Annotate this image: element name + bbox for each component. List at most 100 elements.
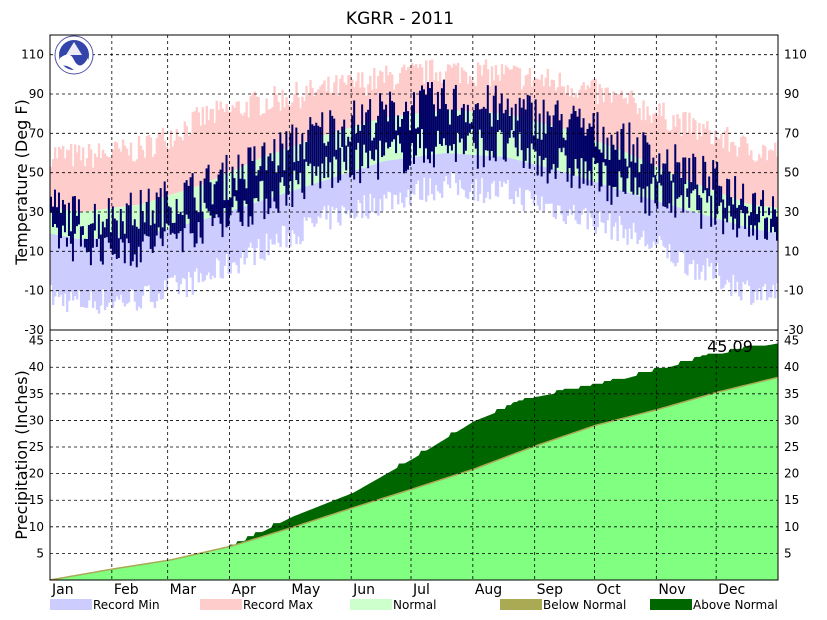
month-label: Nov	[658, 582, 685, 598]
observed-temp-bar	[430, 82, 433, 152]
precip-tick-label-right: 35	[784, 387, 799, 401]
normal-bar	[690, 181, 693, 211]
record-min-bar	[750, 228, 753, 305]
normal-bar	[500, 113, 504, 157]
observed-temp-bar	[494, 85, 497, 162]
record-max-bar	[762, 144, 765, 206]
record-min-bar	[161, 230, 165, 300]
record-max-bar	[696, 139, 699, 185]
record-min-bar	[746, 227, 749, 281]
record-min-bar	[257, 201, 260, 239]
observed-temp-bar	[474, 104, 477, 149]
observed-temp-bar	[664, 163, 667, 208]
temperature-ticks: 110 110 90 90 70 70 50 50 30 30 10 10 -10 -10 -30 -30	[21, 48, 807, 337]
observed-temp-bar	[442, 79, 445, 139]
record-max-bar	[548, 86, 552, 125]
record-min-bar	[722, 220, 725, 288]
record-min-bar	[466, 154, 470, 199]
observed-temp-bar	[325, 145, 328, 157]
record-min-bar	[69, 237, 73, 292]
normal-bar	[746, 203, 749, 228]
record-max-bar	[432, 80, 436, 112]
record-min-bar	[315, 183, 318, 224]
record-min-bar	[269, 197, 272, 240]
record-min-bar	[165, 229, 169, 291]
observed-temp-bar	[740, 198, 743, 211]
record-max-bar	[656, 115, 659, 167]
observed-temp-bar	[77, 199, 80, 225]
observed-temp-bar	[261, 146, 264, 181]
record-max-bar	[179, 137, 183, 192]
record-max-bar	[752, 160, 755, 205]
record-min-bar	[279, 194, 282, 248]
record-min-bar	[442, 153, 446, 182]
record-min-bar	[131, 236, 135, 291]
normal-bar	[235, 169, 238, 209]
record-max-bar	[75, 152, 79, 212]
record-max-bar	[165, 146, 169, 197]
observed-temp-bar	[177, 214, 180, 234]
normal-bar	[347, 128, 350, 173]
observed-temp-bar	[329, 110, 332, 163]
observed-temp-bar	[303, 159, 306, 200]
record-min-bar	[71, 237, 75, 301]
record-max-bar	[588, 87, 591, 139]
observed-temp-bar	[414, 128, 417, 156]
record-min-bar	[109, 237, 113, 300]
record-max-bar	[321, 84, 324, 136]
observed-temp-bar	[395, 130, 398, 154]
record-max-bar	[251, 93, 254, 162]
record-max-bar	[99, 158, 103, 210]
observed-temp-bar	[223, 200, 226, 209]
normal-bar	[229, 171, 232, 211]
observed-temp-bar	[770, 218, 773, 233]
record-max-bar	[337, 95, 340, 132]
record-min-bar	[335, 176, 338, 209]
observed-temp-bar	[524, 109, 527, 161]
temp-tick-label-right: -30	[784, 323, 804, 337]
record-min-bar	[450, 153, 454, 173]
observed-temp-bar	[323, 143, 326, 179]
record-max-bar	[664, 119, 667, 171]
record-min-bar	[313, 183, 316, 227]
record-max-bar	[600, 88, 603, 143]
normal-bar	[77, 211, 81, 240]
record-max-bar	[361, 72, 364, 125]
normal-bar	[708, 188, 711, 217]
observed-temp-bar	[143, 222, 146, 235]
record-min-bar	[732, 223, 735, 275]
legend-swatch	[350, 599, 392, 610]
record-max-bar	[698, 122, 701, 185]
observed-temp-bar	[676, 162, 679, 199]
precipitation-ylabel: Precipitation (Inches)	[12, 370, 31, 540]
record-min-bar	[117, 237, 121, 300]
normal-bar	[223, 174, 226, 213]
record-min-bar	[327, 179, 330, 206]
observed-temp-bar	[287, 150, 290, 195]
record-max-bar	[101, 149, 105, 210]
record-max-bar	[528, 68, 532, 120]
observed-temp-bar	[235, 190, 238, 201]
observed-temp-bar	[600, 152, 603, 187]
record-max-bar	[195, 107, 198, 187]
record-min-bar	[375, 163, 378, 214]
record-max-bar	[199, 125, 202, 186]
record-min-bar	[558, 170, 561, 206]
record-max-bar	[490, 66, 494, 113]
record-min-bar	[389, 160, 392, 193]
observed-temp-bar	[225, 154, 228, 228]
record-min-bar	[500, 156, 504, 187]
record-min-bar	[752, 228, 755, 303]
record-min-bar	[325, 179, 328, 220]
record-min-bar	[496, 156, 500, 197]
record-min-bar	[720, 219, 723, 290]
record-max-bar	[658, 103, 661, 168]
observed-temp-bar	[113, 218, 116, 254]
record-max-bar	[770, 149, 773, 208]
record-min-bar	[105, 237, 109, 307]
observed-temp-bar	[131, 225, 134, 262]
record-min-bar	[606, 185, 609, 221]
record-max-bar	[474, 86, 478, 112]
record-max-bar	[223, 112, 226, 175]
record-max-bar	[642, 100, 645, 161]
